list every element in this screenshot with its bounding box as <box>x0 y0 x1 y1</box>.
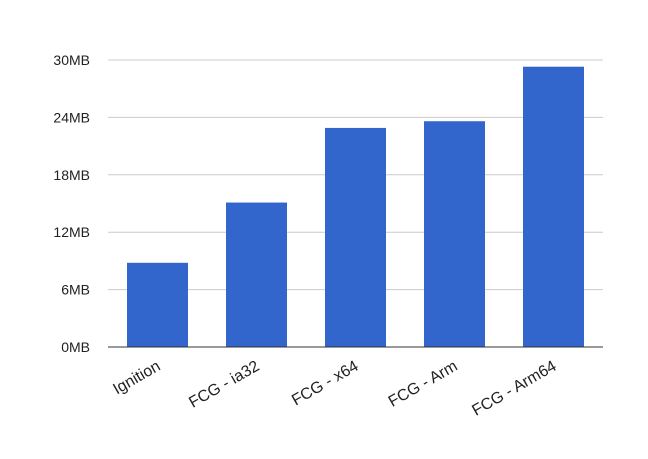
y-axis-tick-labels: 0MB 6MB 12MB 18MB 24MB 30MB <box>53 52 90 355</box>
x-tick-label: FCG - ia32 <box>186 358 262 412</box>
x-tick-label: FCG - Arm <box>386 358 461 411</box>
y-tick-label: 18MB <box>53 167 90 183</box>
y-tick-label: 12MB <box>53 224 90 240</box>
x-tick-label: FCG - x64 <box>289 358 361 410</box>
bar <box>325 127 386 347</box>
y-tick-label: 30MB <box>53 52 90 68</box>
y-tick-label: 0MB <box>61 339 90 355</box>
bar <box>127 262 188 347</box>
y-tick-label: 6MB <box>61 282 90 298</box>
y-tick-label: 24MB <box>53 109 90 125</box>
x-axis-tick-labels: Ignition FCG - ia32 FCG - x64 FCG - Arm FCG … <box>110 358 559 420</box>
x-tick-label: Ignition <box>110 358 163 399</box>
x-tick-label: FCG - Arm64 <box>469 358 559 420</box>
bar <box>523 66 584 348</box>
bar <box>424 121 485 347</box>
bars <box>127 66 584 348</box>
bar <box>226 202 287 347</box>
